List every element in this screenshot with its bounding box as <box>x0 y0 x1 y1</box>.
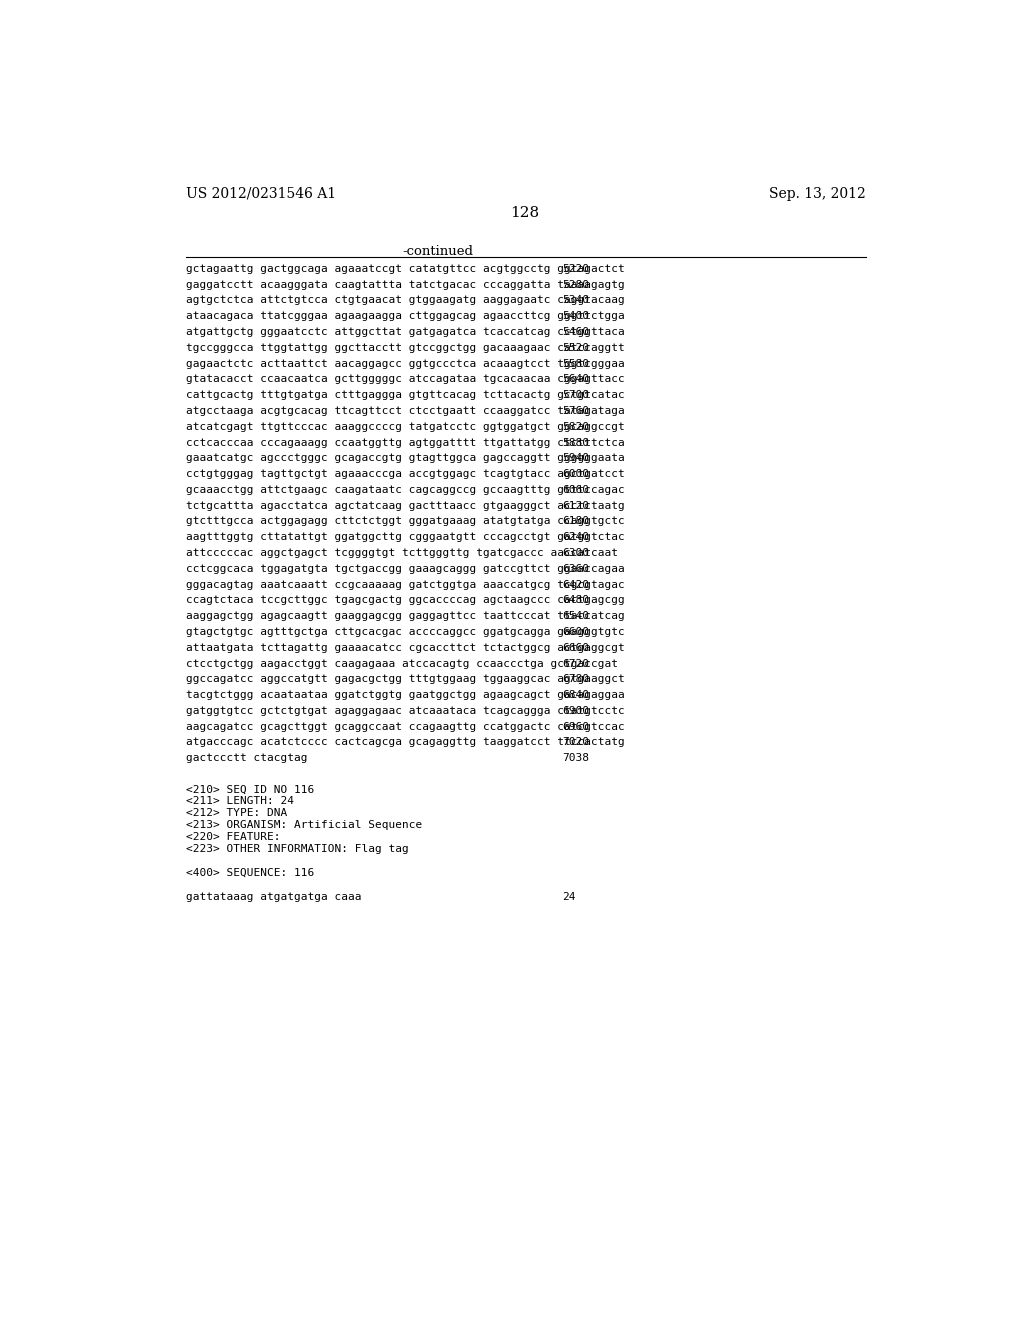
Text: ctcctgctgg aagacctggt caagagaaa atccacagtg ccaaccctga gctgaccgat: ctcctgctgg aagacctggt caagagaaa atccacag… <box>186 659 618 668</box>
Text: <223> OTHER INFORMATION: Flag tag: <223> OTHER INFORMATION: Flag tag <box>186 843 409 854</box>
Text: gaggatcctt acaagggata caagtattta tatctgacac cccaggatta taaaagagtg: gaggatcctt acaagggata caagtattta tatctga… <box>186 280 625 289</box>
Text: 7020: 7020 <box>562 738 589 747</box>
Text: 6120: 6120 <box>562 500 589 511</box>
Text: 5340: 5340 <box>562 296 589 305</box>
Text: atgcctaaga acgtgcacag ttcagttcct ctcctgaatt ccaaggatcc tatagataga: atgcctaaga acgtgcacag ttcagttcct ctcctga… <box>186 407 625 416</box>
Text: 7038: 7038 <box>562 754 589 763</box>
Text: gggacagtag aaatcaaatt ccgcaaaaag gatctggtga aaaccatgcg tcgcgtagac: gggacagtag aaatcaaatt ccgcaaaaag gatctgg… <box>186 579 625 590</box>
Text: 6900: 6900 <box>562 706 589 715</box>
Text: aagtttggtg cttatattgt ggatggcttg cgggaatgtt cccagcctgt gatggtctac: aagtttggtg cttatattgt ggatggcttg cgggaat… <box>186 532 625 543</box>
Text: ataacagaca ttatcgggaa agaagaagga cttggagcag agaaccttcg gggttctgga: ataacagaca ttatcgggaa agaagaagga cttggag… <box>186 312 625 321</box>
Text: 6660: 6660 <box>562 643 589 652</box>
Text: aaggagctgg agagcaagtt gaaggagcgg gaggagttcc taattcccat ttaccatcag: aaggagctgg agagcaagtt gaaggagcgg gaggagt… <box>186 611 625 622</box>
Text: ggccagatcc aggccatgtt gagacgctgg tttgtggaag tggaaggcac agtgaaggct: ggccagatcc aggccatgtt gagacgctgg tttgtgg… <box>186 675 625 684</box>
Text: cctcacccaa cccagaaagg ccaatggttg agtggatttt ttgattatgg ctctttctca: cctcacccaa cccagaaagg ccaatggttg agtggat… <box>186 437 625 447</box>
Text: gtagctgtgc agtttgctga cttgcacgac accccaggcc ggatgcagga gaagggtgtc: gtagctgtgc agtttgctga cttgcacgac accccag… <box>186 627 625 638</box>
Text: 6000: 6000 <box>562 469 589 479</box>
Text: 5700: 5700 <box>562 391 589 400</box>
Text: cctcggcaca tggagatgta tgctgaccgg gaaagcaggg gatccgttct ggaaccagaa: cctcggcaca tggagatgta tgctgaccgg gaaagca… <box>186 564 625 574</box>
Text: gattataaag atgatgatga caaa: gattataaag atgatgatga caaa <box>186 892 361 902</box>
Text: 5820: 5820 <box>562 422 589 432</box>
Text: 5220: 5220 <box>562 264 589 273</box>
Text: attcccccac aggctgagct tcggggtgt tcttgggttg tgatcgaccc aaccatcaat: attcccccac aggctgagct tcggggtgt tcttgggt… <box>186 548 618 558</box>
Text: tacgtctggg acaataataa ggatctggtg gaatggctgg agaagcagct gacagaggaa: tacgtctggg acaataataa ggatctggtg gaatggc… <box>186 690 625 700</box>
Text: gagaactctc acttaattct aacaggagcc ggtgccctca acaaagtcct tggtcgggaa: gagaactctc acttaattct aacaggagcc ggtgccc… <box>186 359 625 368</box>
Text: attaatgata tcttagattg gaaaacatcc cgcaccttct tctactggcg actgaggcgt: attaatgata tcttagattg gaaaacatcc cgcacct… <box>186 643 625 652</box>
Text: 6480: 6480 <box>562 595 589 606</box>
Text: atgattgctg gggaatcctc attggcttat gatgagatca tcaccatcag cctggttaca: atgattgctg gggaatcctc attggcttat gatgaga… <box>186 327 625 337</box>
Text: 5580: 5580 <box>562 359 589 368</box>
Text: 6240: 6240 <box>562 532 589 543</box>
Text: 6780: 6780 <box>562 675 589 684</box>
Text: atgacccagc acatctcccc cactcagcga gcagaggttg taaggatcct ttccactatg: atgacccagc acatctcccc cactcagcga gcagagg… <box>186 738 625 747</box>
Text: 6540: 6540 <box>562 611 589 622</box>
Text: 6600: 6600 <box>562 627 589 638</box>
Text: <210> SEQ ID NO 116: <210> SEQ ID NO 116 <box>186 784 314 795</box>
Text: <212> TYPE: DNA: <212> TYPE: DNA <box>186 808 288 818</box>
Text: ccagtctaca tccgcttggc tgagcgactg ggcaccccag agctaagccc cactgagcgg: ccagtctaca tccgcttggc tgagcgactg ggcaccc… <box>186 595 625 606</box>
Text: 6420: 6420 <box>562 579 589 590</box>
Text: tgccgggcca ttggtattgg ggcttacctt gtccggctgg gacaaagaac catccaggtt: tgccgggcca ttggtattgg ggcttacctt gtccggc… <box>186 343 625 352</box>
Text: gtctttgcca actggagagg cttctctggt gggatgaaag atatgtatga ccaggtgctc: gtctttgcca actggagagg cttctctggt gggatga… <box>186 516 625 527</box>
Text: -continued: -continued <box>402 244 473 257</box>
Text: 5520: 5520 <box>562 343 589 352</box>
Text: 5280: 5280 <box>562 280 589 289</box>
Text: 5940: 5940 <box>562 453 589 463</box>
Text: 5880: 5880 <box>562 437 589 447</box>
Text: agtgctctca attctgtcca ctgtgaacat gtggaagatg aaggagaatc caggtacaag: agtgctctca attctgtcca ctgtgaacat gtggaag… <box>186 296 625 305</box>
Text: 5400: 5400 <box>562 312 589 321</box>
Text: gaaatcatgc agccctgggc gcagaccgtg gtagttggca gagccaggtt ggggggaata: gaaatcatgc agccctgggc gcagaccgtg gtagttg… <box>186 453 625 463</box>
Text: 5460: 5460 <box>562 327 589 337</box>
Text: 6180: 6180 <box>562 516 589 527</box>
Text: US 2012/0231546 A1: US 2012/0231546 A1 <box>186 187 336 201</box>
Text: 6360: 6360 <box>562 564 589 574</box>
Text: cattgcactg tttgtgatga ctttgaggga gtgttcacag tcttacactg gctgtcatac: cattgcactg tttgtgatga ctttgaggga gtgttca… <box>186 391 625 400</box>
Text: 6840: 6840 <box>562 690 589 700</box>
Text: cctgtgggag tagttgctgt agaaacccga accgtggagc tcagtgtacc agctgatcct: cctgtgggag tagttgctgt agaaacccga accgtgg… <box>186 469 625 479</box>
Text: 6060: 6060 <box>562 484 589 495</box>
Text: 24: 24 <box>562 892 575 902</box>
Text: Sep. 13, 2012: Sep. 13, 2012 <box>769 187 866 201</box>
Text: <211> LENGTH: 24: <211> LENGTH: 24 <box>186 796 294 807</box>
Text: atcatcgagt ttgttcccac aaaggccccg tatgatcctc ggtggatgct ggcaggccgt: atcatcgagt ttgttcccac aaaggccccg tatgatc… <box>186 422 625 432</box>
Text: 5640: 5640 <box>562 375 589 384</box>
Text: gactccctt ctacgtag: gactccctt ctacgtag <box>186 754 307 763</box>
Text: <220> FEATURE:: <220> FEATURE: <box>186 832 281 842</box>
Text: <213> ORGANISM: Artificial Sequence: <213> ORGANISM: Artificial Sequence <box>186 820 422 830</box>
Text: gatggtgtcc gctctgtgat agaggagaac atcaaataca tcagcaggga ctatgtcctc: gatggtgtcc gctctgtgat agaggagaac atcaaat… <box>186 706 625 715</box>
Text: tctgcattta agacctatca agctatcaag gactttaacc gtgaagggct acctctaatg: tctgcattta agacctatca agctatcaag gacttta… <box>186 500 625 511</box>
Text: gctagaattg gactggcaga agaaatccgt catatgttcc acgtggcctg ggtagactct: gctagaattg gactggcaga agaaatccgt catatgt… <box>186 264 625 273</box>
Text: 5760: 5760 <box>562 407 589 416</box>
Text: gtatacacct ccaacaatca gcttgggggc atccagataa tgcacaacaa cggagttacc: gtatacacct ccaacaatca gcttgggggc atccaga… <box>186 375 625 384</box>
Text: 128: 128 <box>510 206 540 220</box>
Text: 6720: 6720 <box>562 659 589 668</box>
Text: gcaaacctgg attctgaagc caagataatc cagcaggccg gccaagtttg gtttccagac: gcaaacctgg attctgaagc caagataatc cagcagg… <box>186 484 625 495</box>
Text: <400> SEQUENCE: 116: <400> SEQUENCE: 116 <box>186 869 314 878</box>
Text: 6300: 6300 <box>562 548 589 558</box>
Text: 6960: 6960 <box>562 722 589 731</box>
Text: aagcagatcc gcagcttggt gcaggccaat ccagaagttg ccatggactc catcgtccac: aagcagatcc gcagcttggt gcaggccaat ccagaag… <box>186 722 625 731</box>
